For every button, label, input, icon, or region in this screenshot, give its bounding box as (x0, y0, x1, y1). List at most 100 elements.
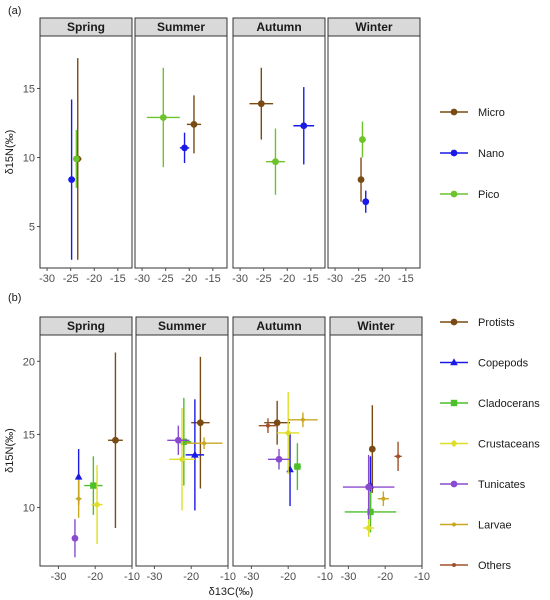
facet-frame (134, 35, 228, 269)
data-marker (178, 455, 186, 463)
data-marker (396, 454, 401, 459)
x-tick-label: -10 (124, 571, 140, 583)
x-tick-label: -20 (374, 273, 390, 285)
x-tick-label: -25 (351, 273, 367, 285)
legend-entry-tunicates: Tunicates (440, 479, 526, 491)
data-marker (191, 450, 199, 458)
facet-strip-label: Spring (67, 319, 105, 333)
facet-frame (327, 35, 421, 269)
facet-autumn: Autumn -30 -25 -20 -15 (232, 17, 326, 285)
x-tick-label: -30 (340, 571, 356, 583)
data-marker (90, 482, 97, 489)
data-marker (93, 500, 101, 509)
data-marker (300, 122, 308, 130)
legend-label: Cladocerans (478, 398, 540, 410)
legend-label: Larvae (478, 520, 512, 532)
data-marker (71, 534, 79, 542)
facet-strip-label: Autumn (256, 20, 301, 34)
data-marker (68, 176, 76, 184)
data-point-pico (146, 67, 180, 168)
y-tick-label: 5 (29, 222, 35, 234)
data-marker (368, 445, 376, 453)
chart-panel-a: (a) δ15N(‰) 5 10 15 Spring -30 -25 -20 -15 Summer -… (4, 5, 505, 285)
data-marker (174, 436, 182, 444)
x-tick-label: -25 (158, 273, 174, 285)
legend-label: Tunicates (478, 479, 526, 491)
data-point-larvae (185, 437, 223, 450)
facet-frame (232, 35, 326, 269)
data-marker (74, 472, 83, 480)
facet-frame (39, 334, 133, 567)
legend-marker (450, 318, 458, 326)
x-tick-label: -15 (110, 273, 126, 285)
data-marker (365, 524, 373, 532)
legend-label: Nano (478, 148, 504, 160)
legend-entry-others: Others (440, 560, 512, 572)
facet-strip-label: Summer (157, 20, 205, 34)
facet-strip-label: Winter (355, 20, 393, 34)
facet-summer: Summer -30 -20 -10 (135, 316, 236, 583)
x-axis-title: δ13C(‰) (209, 586, 254, 598)
legend-label: Copepods (478, 358, 529, 370)
x-tick-label: -30 (327, 273, 343, 285)
data-point-larvae (75, 479, 82, 518)
data-point-protists (264, 400, 291, 445)
data-marker (273, 419, 281, 427)
x-tick-label: -20 (183, 571, 199, 583)
x-tick-label: -20 (86, 273, 102, 285)
legend-label: Pico (478, 189, 499, 201)
x-tick-label: -25 (256, 273, 272, 285)
data-point-nano (293, 87, 315, 165)
data-marker (190, 120, 198, 128)
x-tick-label: -10 (317, 571, 333, 583)
facet-frame (329, 334, 423, 567)
facet-autumn: Autumn -30 -20 -10 (232, 316, 333, 583)
data-point-larvae (288, 412, 318, 428)
legend-label: Protists (478, 317, 515, 329)
legend-marker (450, 108, 458, 116)
y-axis-title: δ15N(‰) (4, 130, 16, 175)
legend: Protists Copepods Cladocerans Crustaceans Tu… (440, 317, 540, 572)
legend-marker (452, 522, 456, 527)
data-point-others (258, 418, 278, 433)
facet-strip-label: Winter (357, 319, 395, 333)
facet-spring: Spring -30 -25 -20 -15 (39, 17, 133, 285)
data-marker (294, 463, 301, 470)
data-point-pico (359, 121, 366, 158)
x-tick-label: -30 (146, 571, 162, 583)
facet-strip-label: Autumn (256, 319, 301, 333)
data-point-copepods (185, 399, 205, 511)
legend-label: Micro (478, 107, 505, 119)
data-marker (181, 144, 188, 152)
data-point-crustaceans (363, 519, 375, 537)
x-tick-label: -15 (398, 273, 414, 285)
data-marker (257, 100, 265, 108)
legend-entry-protists: Protists (440, 317, 515, 329)
data-marker (202, 441, 207, 446)
y-tick-label: 10 (23, 503, 35, 515)
legend-entry-nano: Nano (440, 148, 504, 160)
legend-marker (450, 358, 458, 366)
facet-summer: Summer -30 -25 -20 -15 (134, 17, 228, 285)
legend-entry-cladocerans: Cladocerans (440, 398, 540, 410)
x-tick-label: -20 (87, 571, 103, 583)
x-tick-label: -20 (280, 571, 296, 583)
legend-marker (452, 563, 456, 567)
data-point-pico (72, 129, 80, 188)
data-marker (265, 423, 270, 428)
data-point-nano (68, 99, 76, 260)
data-marker (367, 508, 374, 516)
data-marker (300, 417, 305, 422)
y-tick-label: 10 (23, 153, 35, 165)
data-point-nano (362, 190, 370, 213)
data-marker (362, 198, 370, 206)
data-point-tunicates (167, 425, 190, 455)
facet-winter: Winter -30 -25 -20 -15 (327, 17, 421, 285)
legend-entry-pico: Pico (440, 189, 499, 201)
y-tick-label: 15 (23, 429, 35, 441)
data-point-larvae (377, 491, 389, 507)
panel-label: (a) (8, 5, 21, 17)
facet-frame (39, 35, 133, 269)
legend-marker (450, 190, 458, 198)
